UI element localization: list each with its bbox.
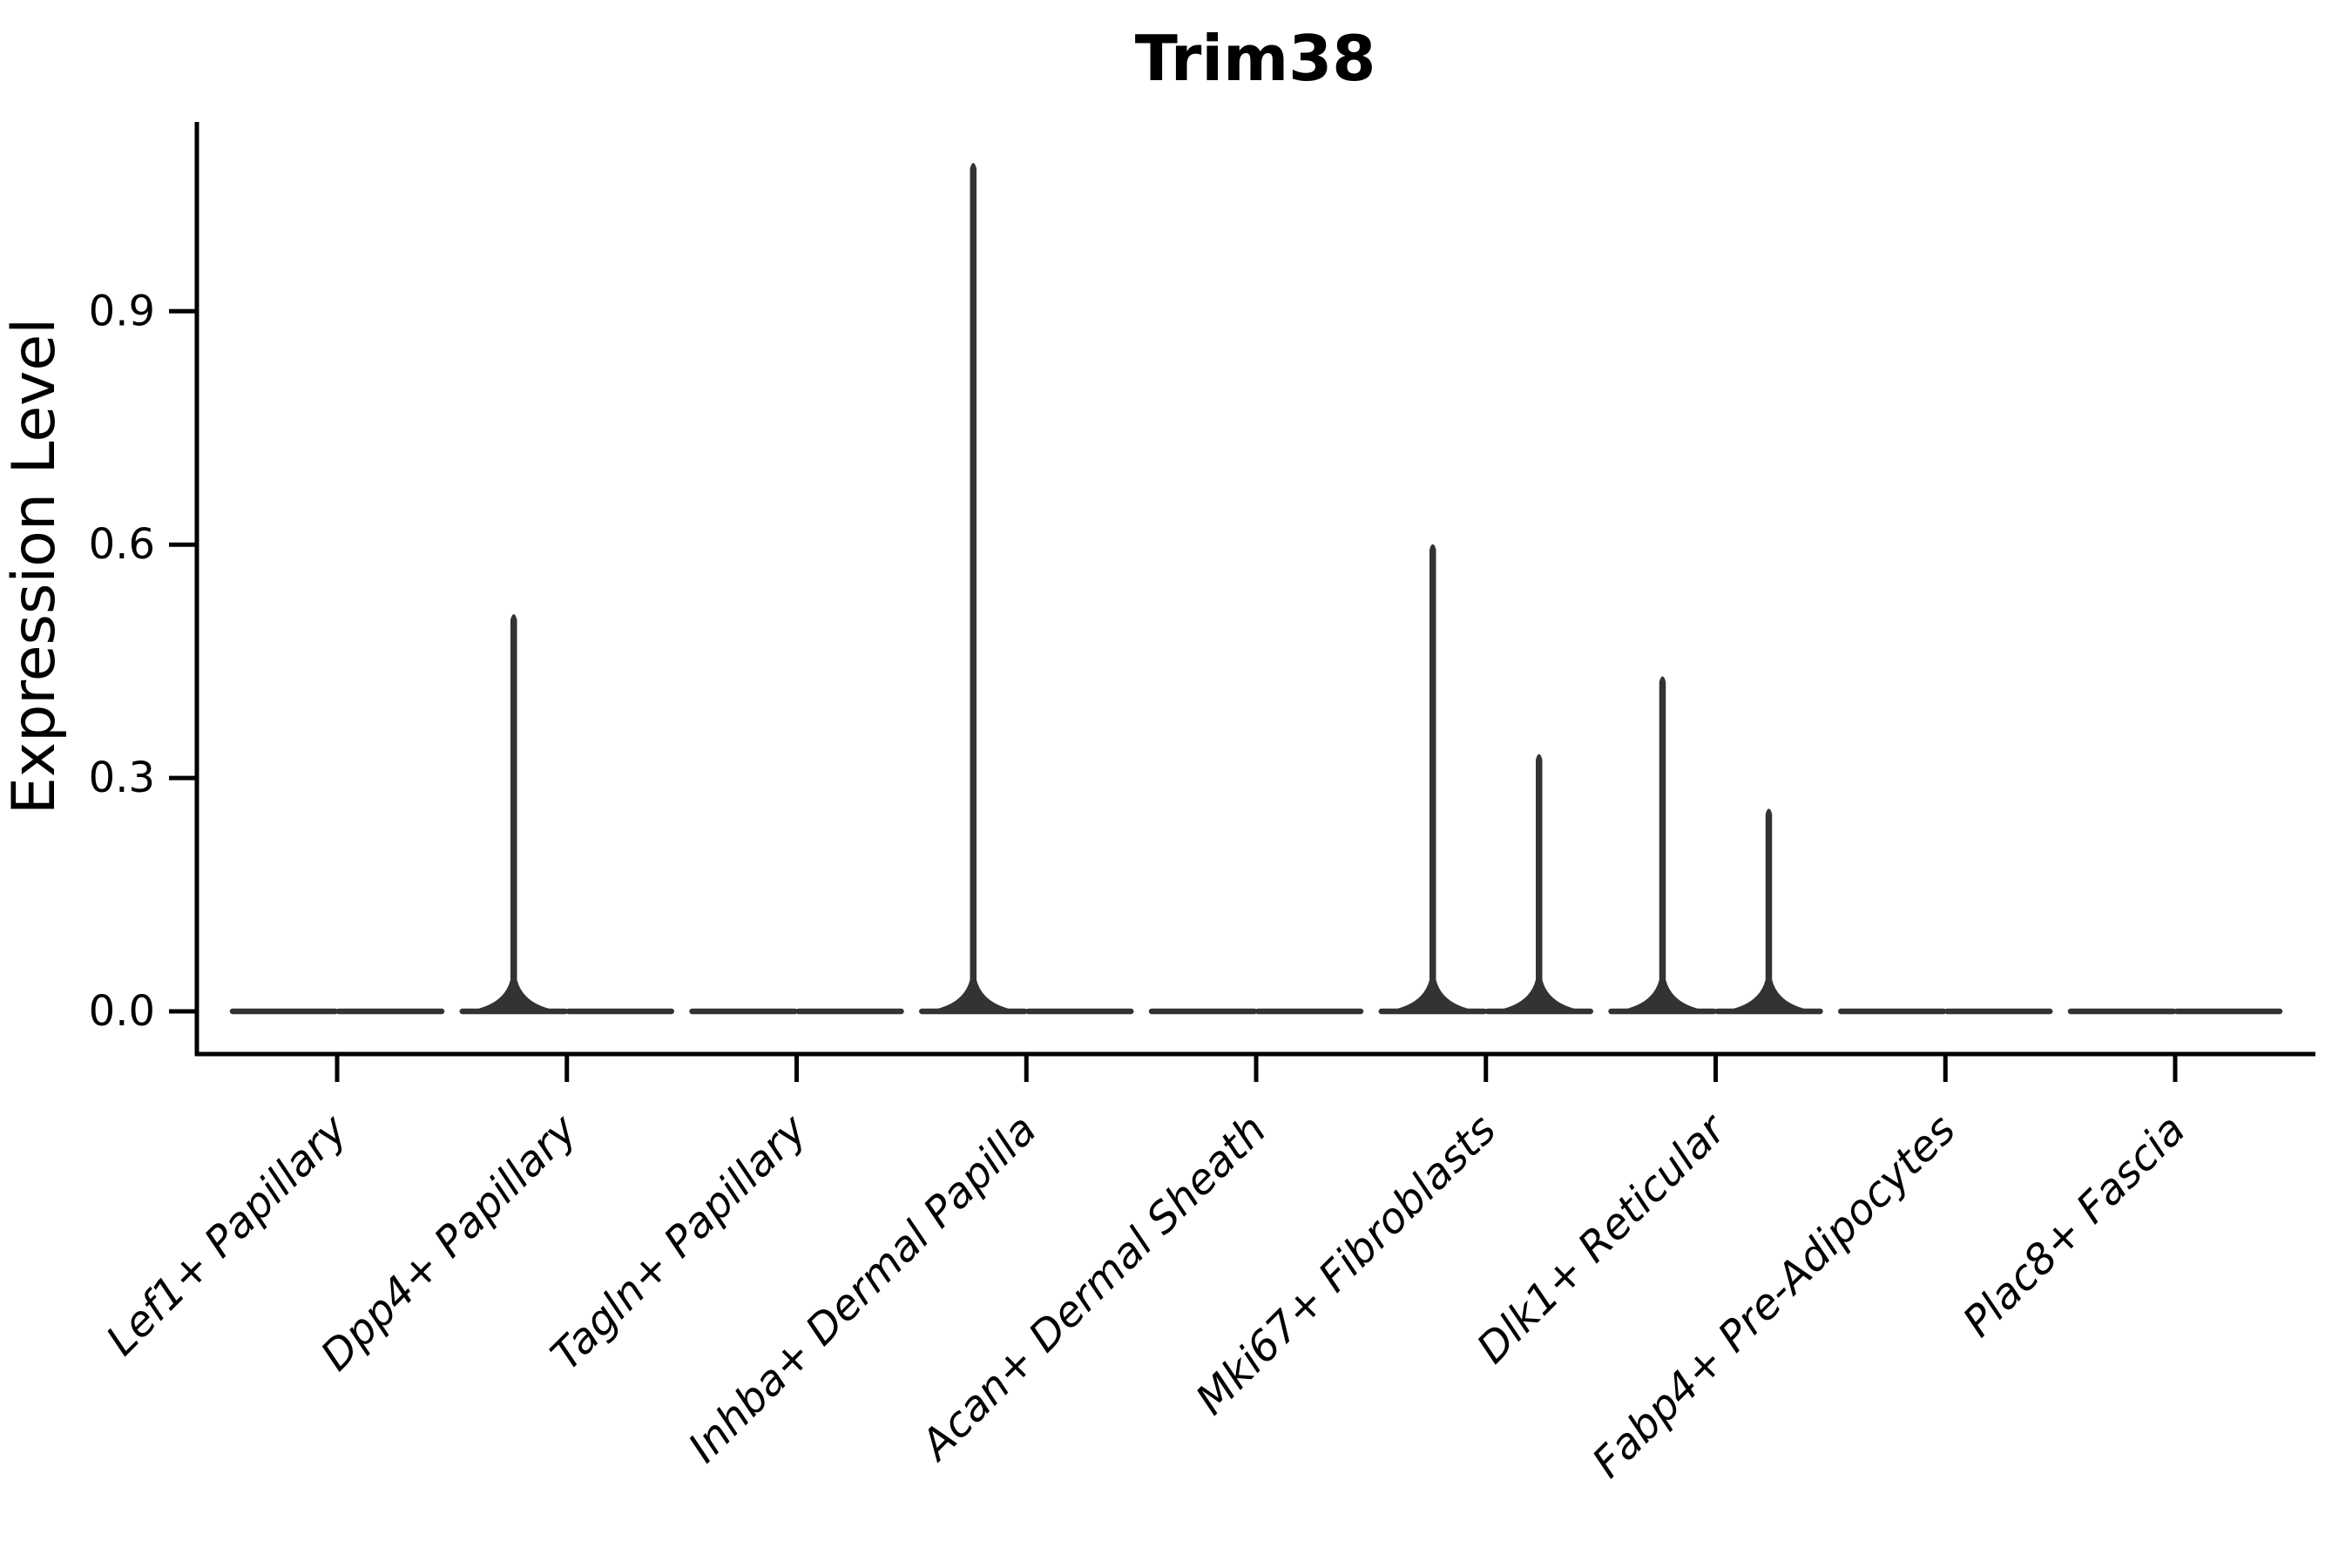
- y-tick-labels: 0.0 0.3 0.6 0.9: [89, 287, 155, 1036]
- violin-spike: [1618, 676, 1707, 1012]
- violin-spike: [1388, 544, 1477, 1012]
- y-ticks: [169, 308, 197, 1014]
- violin-spike: [469, 614, 558, 1012]
- x-category-label: Tagln+ Papillary: [542, 1105, 817, 1380]
- chart-title: Trim38: [1135, 22, 1376, 95]
- violin-spike: [1494, 754, 1584, 1012]
- violin-spike: [1724, 808, 1814, 1012]
- violins-layer: [229, 163, 2283, 1015]
- y-tick-label: 0.3: [89, 754, 155, 802]
- x-category-label: Dpp4+ Papillary: [312, 1105, 587, 1380]
- y-tick-label: 0.9: [89, 287, 155, 335]
- x-category-label: Lef1+ Papillary: [97, 1105, 357, 1365]
- y-axis-label: Expression Level: [0, 318, 69, 814]
- x-category-label: Plac8+ Fascia: [1954, 1105, 2195, 1347]
- y-tick-label: 0.6: [89, 520, 155, 569]
- x-category-label: Fabp4+ Pre-Adipocytes: [1583, 1105, 1965, 1488]
- y-tick-label: 0.0: [89, 987, 155, 1036]
- x-ticks: [335, 1054, 2178, 1082]
- violin-spike: [929, 163, 1018, 1012]
- x-category-label: Dlk1+ Reticular: [1468, 1104, 1738, 1374]
